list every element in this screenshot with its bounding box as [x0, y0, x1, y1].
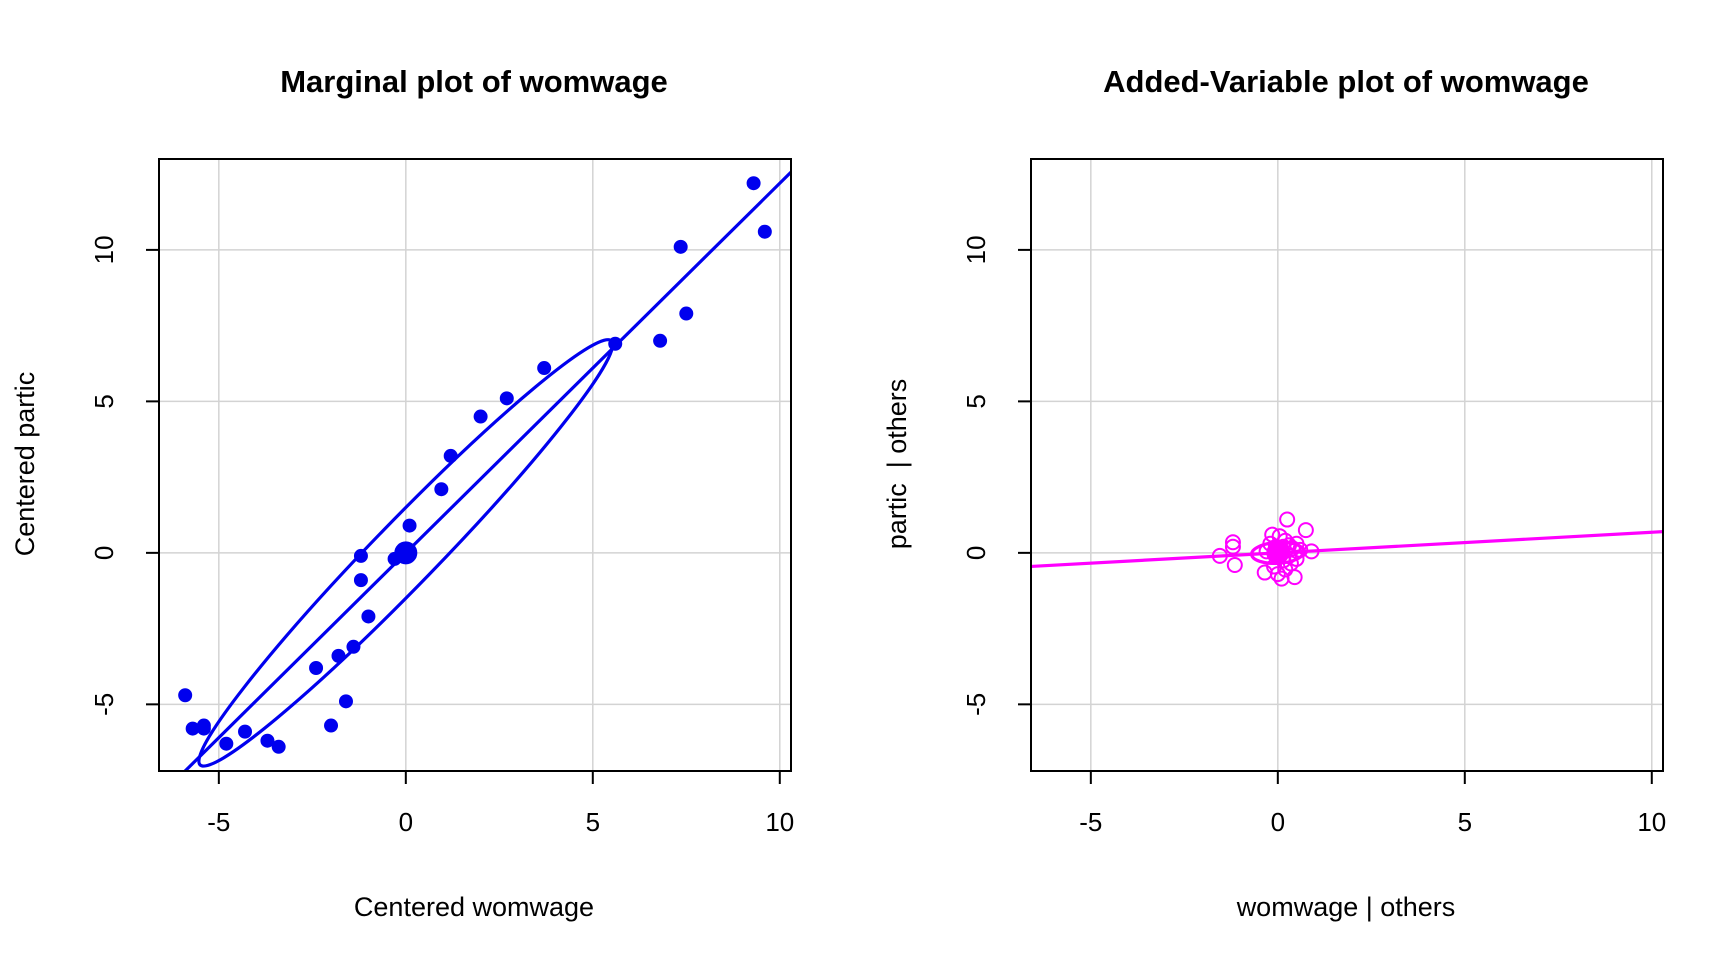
data-point	[346, 639, 361, 654]
y-tick-label: -5	[89, 693, 119, 716]
x-tick-label: 10	[765, 807, 794, 837]
added-variable-plot-panel: Added-Variable plot of womwage womwage |…	[882, 64, 1666, 922]
x-tick-label: 10	[1637, 807, 1666, 837]
y-tick-label: 0	[961, 546, 991, 560]
y-tick-label: 10	[961, 235, 991, 264]
data-point	[679, 306, 694, 321]
data-point	[443, 448, 458, 463]
data-point	[1303, 543, 1320, 560]
data-point	[361, 609, 376, 624]
x-axis-label: womwage | others	[1236, 892, 1456, 922]
data-point	[238, 724, 253, 739]
data-point	[673, 239, 688, 254]
y-axis-label: partic | others	[882, 379, 912, 550]
y-tick-label: -5	[961, 693, 991, 716]
data-point	[324, 718, 339, 733]
data-point	[331, 648, 346, 663]
data-point	[1211, 547, 1228, 564]
data-point	[1297, 522, 1314, 539]
y-tick-label: 5	[961, 394, 991, 408]
center-point	[394, 541, 418, 565]
chart-title: Added-Variable plot of womwage	[1103, 64, 1589, 99]
data-point	[1288, 550, 1305, 567]
y-axis-label: Centered partic	[10, 372, 40, 557]
data-point	[309, 660, 324, 675]
data-point	[608, 336, 623, 351]
plot-area: -5 0 5 10 -5 0 5 10	[961, 158, 1666, 837]
y-tick-label: 0	[89, 546, 119, 560]
data-point	[219, 736, 234, 751]
x-tick-label: 5	[586, 807, 600, 837]
x-tick-label: 0	[399, 807, 413, 837]
data-point	[353, 548, 368, 563]
data-point	[1279, 511, 1296, 528]
regression-line	[1031, 530, 1663, 569]
data-point	[271, 739, 286, 754]
data-point	[353, 573, 368, 588]
x-tick-label: 0	[1271, 807, 1285, 837]
data-point	[1226, 556, 1243, 573]
data-point	[260, 733, 275, 748]
center-point	[1266, 541, 1290, 565]
data-point	[1286, 569, 1303, 586]
data-point	[746, 176, 761, 191]
data-point	[537, 361, 552, 376]
y-tick-label: 5	[89, 394, 119, 408]
data-point	[1224, 534, 1241, 551]
plot-frame	[158, 158, 792, 772]
plot-content	[1031, 511, 1663, 587]
marginal-plot-panel: Marginal plot of womwage Centered womwag…	[10, 64, 794, 922]
plot-content	[178, 171, 791, 771]
data-point	[1224, 538, 1241, 555]
data-point	[434, 482, 449, 497]
x-tick-label: -5	[1079, 807, 1102, 837]
chart-title: Marginal plot of womwage	[280, 64, 668, 99]
data-point	[178, 688, 193, 703]
data-point	[499, 391, 514, 406]
x-tick-label: -5	[207, 807, 230, 837]
plot-frame	[1030, 158, 1664, 772]
x-axis-label: Centered womwage	[354, 892, 594, 922]
data-point	[1273, 570, 1290, 587]
data-point	[653, 333, 668, 348]
plot-area: -5 0 5 10 -5 0 5 10	[89, 158, 794, 837]
data-point	[196, 721, 211, 736]
data-point	[402, 518, 417, 533]
x-tick-label: 5	[1458, 807, 1472, 837]
regression-line	[182, 171, 791, 771]
data-point	[473, 409, 488, 424]
data-point	[1292, 541, 1309, 558]
data-point	[757, 224, 772, 239]
data-point	[338, 694, 353, 709]
y-tick-label: 10	[89, 235, 119, 264]
